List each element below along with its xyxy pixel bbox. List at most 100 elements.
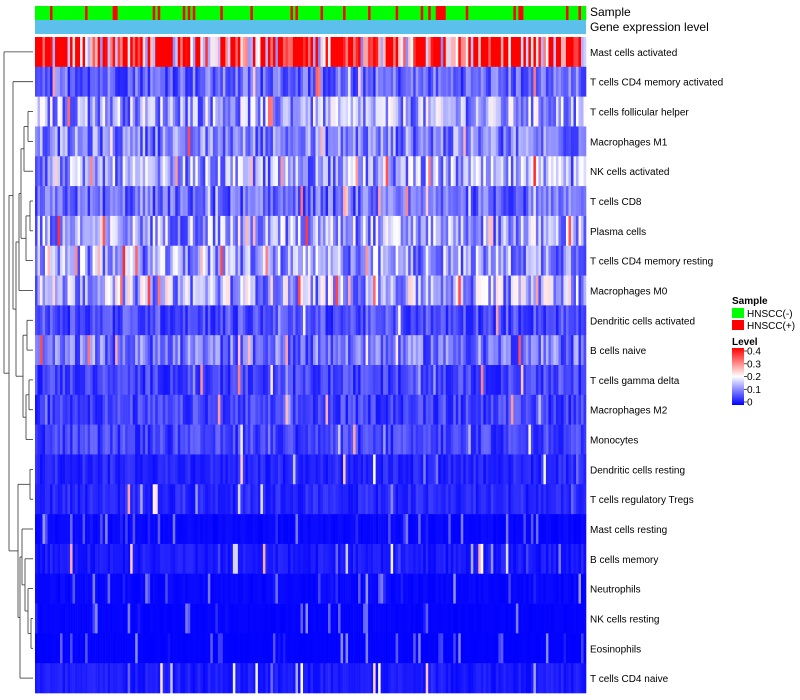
heatmap-cell bbox=[578, 66, 582, 97]
heatmap-cell bbox=[583, 126, 587, 157]
heatmap-cell bbox=[390, 37, 394, 68]
heatmap-cell bbox=[343, 603, 346, 634]
heatmap-cell bbox=[560, 394, 564, 425]
heatmap-cell bbox=[475, 156, 479, 187]
heatmap-cell bbox=[480, 96, 484, 127]
heatmap-cell bbox=[308, 603, 311, 634]
heatmap-cell bbox=[570, 245, 574, 276]
heatmap-cell bbox=[122, 633, 126, 664]
heatmap-cell bbox=[62, 543, 66, 575]
heatmap-cell bbox=[353, 275, 356, 306]
heatmap-cell bbox=[155, 663, 159, 694]
sample-cell bbox=[393, 6, 396, 20]
heatmap-cell bbox=[458, 484, 462, 515]
heatmap-cell bbox=[450, 245, 454, 276]
heatmap-cell bbox=[85, 335, 88, 366]
heatmap-cell bbox=[450, 543, 454, 575]
heatmap-cell bbox=[345, 424, 349, 455]
heatmap-cell bbox=[45, 663, 48, 694]
heatmap-cell bbox=[308, 215, 311, 247]
heatmap-cell bbox=[257, 424, 261, 455]
heatmap-cell bbox=[495, 365, 499, 396]
heatmap-cell bbox=[335, 394, 339, 425]
heatmap-cell bbox=[37, 514, 41, 545]
heatmap-cell bbox=[538, 335, 542, 366]
heatmap-cell bbox=[340, 484, 344, 515]
heatmap-cell bbox=[100, 245, 103, 276]
heatmap-cell bbox=[47, 96, 51, 127]
heatmap-cell bbox=[177, 37, 181, 68]
heatmap-cell bbox=[445, 305, 449, 336]
heatmap-cell bbox=[358, 633, 361, 664]
heatmap-cell bbox=[463, 215, 467, 247]
heatmap-cell bbox=[570, 126, 574, 157]
heatmap-cell bbox=[282, 66, 286, 97]
heatmap-cell bbox=[403, 305, 406, 336]
heatmap-cell bbox=[300, 573, 304, 604]
heatmap-cell bbox=[475, 96, 479, 127]
heatmap-cell bbox=[308, 37, 311, 68]
heatmap-cell bbox=[580, 245, 584, 276]
heatmap-cell bbox=[523, 454, 527, 485]
heatmap-cell bbox=[202, 335, 206, 366]
heatmap-cell bbox=[295, 543, 299, 575]
heatmap-cell bbox=[210, 394, 214, 425]
heatmap-cell bbox=[297, 245, 301, 276]
heatmap-cell bbox=[418, 424, 421, 455]
heatmap-cell bbox=[470, 633, 474, 664]
heatmap-cell bbox=[343, 126, 346, 157]
heatmap-cell bbox=[200, 275, 204, 306]
heatmap-cell bbox=[340, 543, 344, 575]
heatmap-cell bbox=[142, 514, 146, 545]
heatmap-cell bbox=[518, 633, 522, 664]
heatmap-cell bbox=[578, 186, 582, 217]
heatmap-cell bbox=[205, 484, 209, 515]
heatmap-cell bbox=[275, 156, 279, 187]
heatmap-cell bbox=[453, 96, 457, 127]
heatmap-cell bbox=[197, 514, 201, 545]
heatmap-cell bbox=[192, 603, 196, 634]
heatmap-cell bbox=[370, 394, 374, 425]
heatmap-cell bbox=[185, 663, 189, 694]
heatmap-cell bbox=[325, 215, 329, 247]
heatmap-cell bbox=[245, 66, 249, 97]
heatmap-cell bbox=[558, 394, 562, 425]
sample-cell bbox=[155, 6, 159, 20]
heatmap-cell bbox=[545, 66, 549, 97]
sample-cell bbox=[57, 6, 61, 20]
heatmap-cell bbox=[518, 126, 522, 157]
heatmap-cell bbox=[150, 66, 154, 97]
heatmap-cell bbox=[65, 484, 68, 515]
heatmap-cell bbox=[438, 156, 442, 187]
heatmap-cell bbox=[455, 126, 459, 157]
heatmap-cell bbox=[528, 633, 532, 664]
heatmap-cell bbox=[255, 335, 259, 366]
heatmap-cell bbox=[232, 424, 236, 455]
heatmap-cell bbox=[555, 514, 559, 545]
heatmap-cell bbox=[388, 96, 391, 127]
heatmap-cell bbox=[315, 156, 319, 187]
heatmap-cell bbox=[127, 633, 131, 664]
heatmap-cell bbox=[525, 96, 529, 127]
heatmap-cell bbox=[72, 484, 76, 515]
heatmap-cell bbox=[475, 633, 479, 664]
heatmap-cell bbox=[195, 454, 199, 485]
heatmap-cell bbox=[500, 245, 504, 276]
heatmap-cell bbox=[528, 156, 532, 187]
heatmap-cell bbox=[478, 454, 482, 485]
heatmap-cell bbox=[318, 514, 321, 545]
heatmap-cell bbox=[180, 305, 184, 336]
heatmap-cell bbox=[430, 633, 434, 664]
heatmap-cell bbox=[580, 543, 584, 575]
heatmap-cell bbox=[282, 305, 286, 336]
heatmap-cell bbox=[237, 335, 241, 366]
heatmap-cell bbox=[167, 126, 171, 157]
heatmap-cell bbox=[450, 394, 454, 425]
heatmap-cell bbox=[292, 156, 296, 187]
heatmap-cell bbox=[578, 305, 582, 336]
heatmap-cell bbox=[280, 126, 284, 157]
heatmap-cell bbox=[308, 394, 311, 425]
heatmap-cell bbox=[395, 66, 399, 97]
heatmap-cell bbox=[292, 245, 296, 276]
heatmap-cell bbox=[225, 66, 229, 97]
